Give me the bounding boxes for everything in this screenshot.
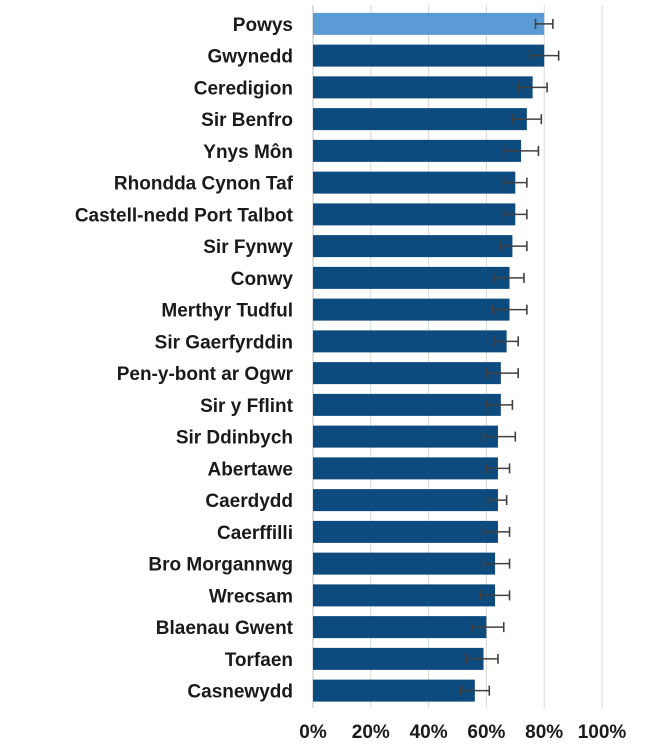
category-label-4: Ynys Môn bbox=[203, 142, 293, 163]
error-bar-6 bbox=[502, 209, 528, 220]
category-label-6: Castell-nedd Port Talbot bbox=[75, 205, 294, 226]
x-tick-label-100: 100% bbox=[578, 722, 627, 743]
error-bar-2 bbox=[517, 82, 548, 93]
category-label-21: Casnewydd bbox=[187, 682, 293, 703]
error-bar-5 bbox=[502, 177, 528, 188]
x-tick-label-80: 80% bbox=[525, 722, 563, 743]
category-label-11: Pen-y-bont ar Ogwr bbox=[117, 364, 294, 385]
error-bar-21 bbox=[459, 685, 491, 696]
bar-9 bbox=[313, 298, 510, 321]
bar-3 bbox=[313, 108, 527, 131]
error-bar-20 bbox=[465, 653, 499, 664]
error-bar-1 bbox=[528, 50, 560, 61]
category-label-13: Sir Ddinbych bbox=[176, 428, 293, 449]
error-bar-3 bbox=[511, 114, 543, 125]
error-bar-14 bbox=[485, 463, 511, 474]
error-bar-0 bbox=[534, 18, 554, 29]
error-bar-12 bbox=[485, 399, 514, 410]
category-label-5: Rhondda Cynon Taf bbox=[114, 174, 294, 195]
category-label-14: Abertawe bbox=[207, 459, 293, 480]
category-label-9: Merthyr Tudful bbox=[161, 301, 293, 322]
error-bar-10 bbox=[494, 336, 519, 347]
category-label-19: Blaenau Gwent bbox=[156, 618, 294, 639]
bar-14 bbox=[313, 457, 498, 480]
error-bar-7 bbox=[500, 241, 528, 252]
error-bar-18 bbox=[479, 590, 511, 601]
category-label-2: Ceredigion bbox=[194, 78, 293, 99]
category-label-17: Bro Morgannwg bbox=[148, 555, 293, 576]
x-axis-ticks: 0% 20% 40% 60% 80% 100% bbox=[299, 722, 626, 743]
x-tick-label-20: 20% bbox=[352, 722, 390, 743]
category-label-0: Powys bbox=[233, 15, 293, 36]
bar-18 bbox=[313, 584, 496, 607]
bar-5 bbox=[313, 171, 516, 194]
x-tick-label-40: 40% bbox=[410, 722, 448, 743]
bar-16 bbox=[313, 520, 498, 543]
error-bar-4 bbox=[502, 145, 540, 156]
x-tick-label-60: 60% bbox=[467, 722, 505, 743]
error-bar-19 bbox=[471, 622, 505, 633]
bar-12 bbox=[313, 393, 501, 416]
bar-21 bbox=[313, 679, 475, 702]
category-label-7: Sir Fynwy bbox=[203, 237, 293, 258]
bar-20 bbox=[313, 647, 484, 670]
bar-6 bbox=[313, 203, 516, 226]
bar-0 bbox=[313, 12, 545, 35]
error-bar-11 bbox=[485, 368, 519, 379]
error-bars bbox=[459, 18, 560, 696]
bar-19 bbox=[313, 616, 487, 639]
error-bar-8 bbox=[494, 272, 525, 283]
error-bar-13 bbox=[482, 431, 517, 442]
error-bar-15 bbox=[488, 495, 508, 506]
bar-7 bbox=[313, 235, 513, 258]
bar-11 bbox=[313, 362, 501, 385]
error-bar-16 bbox=[482, 526, 511, 537]
bar-2 bbox=[313, 76, 533, 99]
bar-10 bbox=[313, 330, 507, 353]
bar-15 bbox=[313, 489, 498, 512]
category-label-20: Torfaen bbox=[225, 650, 293, 671]
bars bbox=[313, 12, 545, 702]
category-labels: Powys Gwynedd Ceredigion Sir Benfro Ynys Môn… bbox=[75, 15, 294, 703]
category-label-15: Caerdydd bbox=[205, 491, 293, 512]
category-label-16: Caerffilli bbox=[217, 523, 293, 544]
category-label-10: Sir Gaerfyrddin bbox=[155, 332, 293, 353]
bar-4 bbox=[313, 139, 522, 162]
bar-13 bbox=[313, 425, 498, 448]
category-label-1: Gwynedd bbox=[207, 47, 293, 68]
category-label-3: Sir Benfro bbox=[201, 110, 293, 131]
category-label-8: Conwy bbox=[231, 269, 294, 290]
error-bar-9 bbox=[491, 304, 528, 315]
category-label-12: Sir y Fflint bbox=[200, 396, 294, 417]
error-bar-17 bbox=[482, 558, 511, 569]
x-tick-label-0: 0% bbox=[299, 722, 327, 743]
bar-17 bbox=[313, 552, 496, 575]
bar-8 bbox=[313, 266, 510, 289]
category-label-18: Wrecsam bbox=[209, 586, 293, 607]
bar-1 bbox=[313, 44, 545, 67]
